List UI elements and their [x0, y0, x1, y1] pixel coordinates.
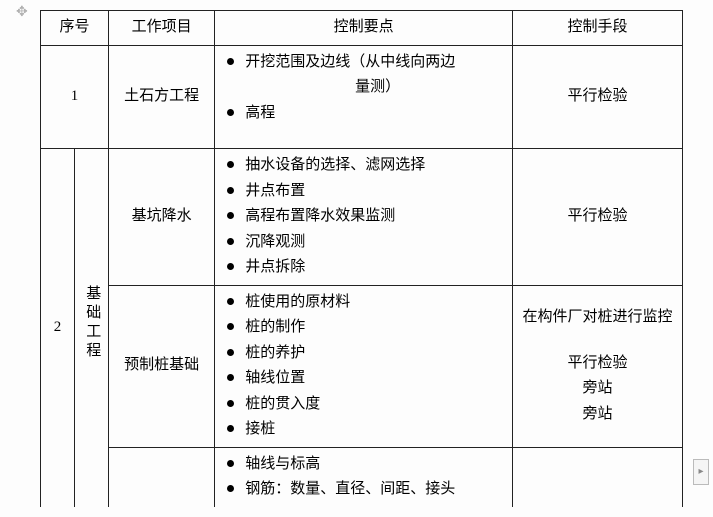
points-cell: 开挖范围及边线（从中线向两边量测） 高程	[215, 45, 513, 149]
point-text: 桩的贯入度	[245, 396, 320, 412]
point-text: 接桩	[245, 421, 275, 437]
means-cell: 平行检验	[512, 45, 682, 149]
proj-cell	[109, 447, 215, 507]
proj-cell: 基坑降水	[109, 149, 215, 286]
point-text: 高程	[245, 105, 275, 121]
point-text: 抽水设备的选择、滤网选择	[245, 157, 425, 173]
means-text: 在构件厂对桩进行监控	[515, 305, 680, 331]
means-cell: 在构件厂对桩进行监控 平行检验 旁站 旁站	[512, 285, 682, 447]
drag-handle-icon: ✥	[16, 4, 28, 21]
table-row: 预制桩基础 桩使用的原材料 桩的制作 桩的养护 轴线位置 桩的贯入度 接桩 在构…	[41, 285, 683, 447]
point-text: 轴线位置	[245, 370, 305, 386]
means-cell	[512, 447, 682, 507]
means-text: 平行检验	[515, 351, 680, 377]
col-proj: 工作项目	[109, 11, 215, 46]
col-points: 控制要点	[215, 11, 513, 46]
points-cell: 桩使用的原材料 桩的制作 桩的养护 轴线位置 桩的贯入度 接桩	[215, 285, 513, 447]
points-cell: 轴线与标高 钢筋：数量、直径、间距、接头	[215, 447, 513, 507]
table-row: 2 基础工程 基坑降水 抽水设备的选择、滤网选择 井点布置 高程布置降水效果监测…	[41, 149, 683, 286]
seq-cell: 1	[41, 45, 109, 149]
header-row: 序号 工作项目 控制要点 控制手段	[41, 11, 683, 46]
point-text: 轴线与标高	[245, 456, 320, 472]
point-text: 高程布置降水效果监测	[245, 208, 395, 224]
cat-cell: 基础工程	[75, 149, 109, 507]
point-text-sub: 量测）	[245, 75, 510, 101]
point-text: 钢筋：数量、直径、间距、接头	[245, 481, 455, 497]
proj-cell: 预制桩基础	[109, 285, 215, 447]
proj-cell: 土石方工程	[109, 45, 215, 149]
table-row: 1 土石方工程 开挖范围及边线（从中线向两边量测） 高程 平行检验	[41, 45, 683, 149]
control-table: 序号 工作项目 控制要点 控制手段 1 土石方工程 开挖范围及边线（从中线向两边…	[40, 10, 683, 507]
seq-cell: 2	[41, 149, 75, 507]
table-row: 轴线与标高 钢筋：数量、直径、间距、接头	[41, 447, 683, 507]
point-text: 桩使用的原材料	[245, 294, 350, 310]
col-seq: 序号	[41, 11, 109, 46]
means-cell: 平行检验	[512, 149, 682, 286]
point-text: 桩的制作	[245, 319, 305, 335]
means-text: 旁站	[515, 376, 680, 402]
means-text: 旁站	[515, 402, 680, 428]
point-text: 井点布置	[245, 183, 305, 199]
col-means: 控制手段	[512, 11, 682, 46]
point-text: 沉降观测	[245, 234, 305, 250]
side-tab-icon[interactable]: ▸	[693, 459, 709, 485]
point-text: 开挖范围及边线（从中线向两边	[245, 54, 455, 70]
point-text: 桩的养护	[245, 345, 305, 361]
point-text: 井点拆除	[245, 259, 305, 275]
points-cell: 抽水设备的选择、滤网选择 井点布置 高程布置降水效果监测 沉降观测 井点拆除	[215, 149, 513, 286]
